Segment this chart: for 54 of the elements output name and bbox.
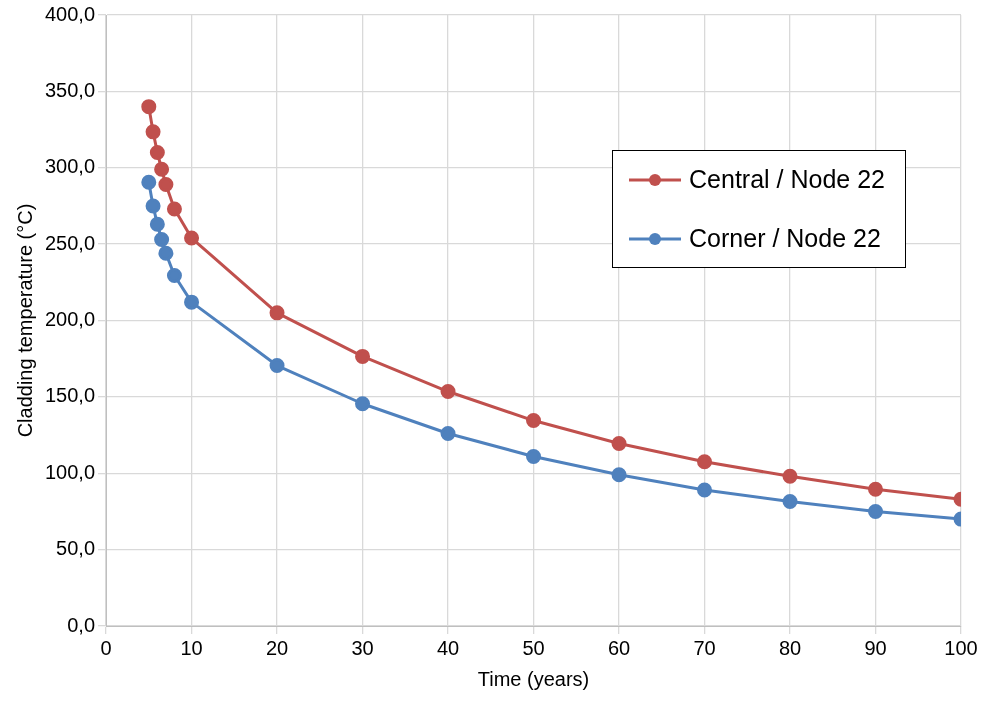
point bbox=[154, 232, 170, 248]
x-tick-label: 100 bbox=[944, 636, 978, 659]
point bbox=[782, 494, 798, 510]
y-tick-label: 350,0 bbox=[44, 78, 96, 101]
point bbox=[184, 230, 200, 246]
point bbox=[440, 384, 456, 400]
point bbox=[145, 124, 161, 140]
point bbox=[149, 216, 165, 232]
x-axis-title: Time (years) bbox=[477, 667, 590, 690]
y-tick-label: 150,0 bbox=[44, 384, 96, 407]
point bbox=[440, 426, 456, 442]
point bbox=[149, 144, 165, 160]
x-tick-label: 20 bbox=[265, 636, 289, 659]
point bbox=[154, 161, 170, 177]
y-tick-label: 250,0 bbox=[44, 231, 96, 254]
point bbox=[782, 468, 798, 484]
point bbox=[184, 294, 200, 310]
y-tick-label: 200,0 bbox=[44, 308, 96, 331]
point bbox=[355, 396, 371, 412]
point bbox=[158, 245, 174, 261]
legend-label: Corner / Node 22 bbox=[689, 224, 881, 253]
y-tick-label: 0,0 bbox=[67, 613, 96, 636]
point bbox=[269, 358, 285, 374]
y-tick-label: 400,0 bbox=[44, 2, 96, 25]
point bbox=[141, 99, 157, 115]
point bbox=[269, 305, 285, 321]
point bbox=[158, 177, 174, 193]
point bbox=[697, 454, 713, 470]
x-tick-label: 50 bbox=[522, 636, 545, 659]
y-tick-label: 100,0 bbox=[44, 460, 96, 483]
point bbox=[697, 482, 713, 498]
point bbox=[868, 481, 884, 497]
point bbox=[145, 198, 161, 214]
x-tick-label: 70 bbox=[693, 636, 716, 659]
x-tick-label: 80 bbox=[778, 636, 802, 659]
legend-label: Central / Node 22 bbox=[689, 165, 885, 194]
point bbox=[166, 267, 182, 283]
x-tick-label: 10 bbox=[180, 636, 203, 659]
point bbox=[526, 413, 542, 429]
point bbox=[611, 435, 627, 451]
y-tick-label: 50,0 bbox=[56, 537, 96, 560]
y-tick-label: 300,0 bbox=[44, 155, 96, 178]
x-tick-label: 60 bbox=[607, 636, 631, 659]
point bbox=[166, 201, 182, 217]
point bbox=[355, 348, 371, 364]
point bbox=[868, 503, 884, 519]
x-tick-label: 40 bbox=[436, 636, 460, 659]
point bbox=[611, 467, 627, 483]
point bbox=[526, 448, 542, 464]
x-tick-label: 90 bbox=[864, 636, 887, 659]
x-tick-label: 0 bbox=[100, 636, 112, 659]
y-axis-title: Cladding temperature (°C) bbox=[13, 203, 36, 438]
point bbox=[141, 174, 157, 190]
x-tick-label: 30 bbox=[351, 636, 374, 659]
